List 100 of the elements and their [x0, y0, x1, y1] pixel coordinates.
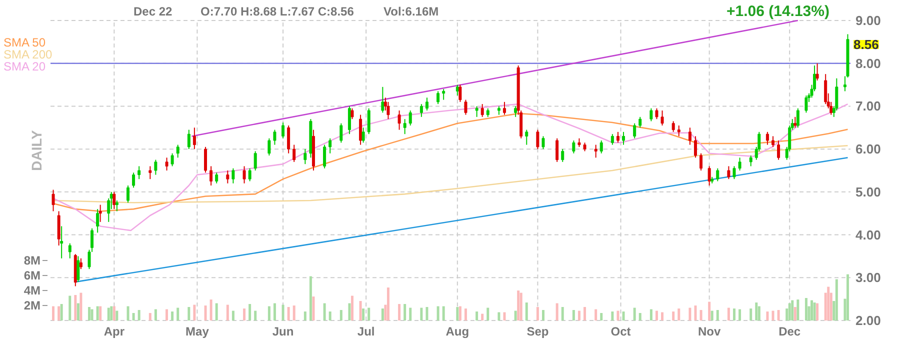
bar [556, 303, 558, 320]
bar [359, 301, 362, 320]
y-tick-label: 4.00 [856, 227, 881, 242]
candlestick [340, 122, 343, 144]
y-tick-label: 3.00 [856, 270, 881, 286]
candlestick [96, 208, 100, 234]
candlestick [367, 108, 370, 135]
candlestick [616, 131, 620, 144]
bar [708, 302, 711, 320]
y2-tick-label: 2M [24, 298, 41, 312]
bar [132, 313, 135, 320]
candlestick [386, 101, 390, 120]
line-series [52, 103, 848, 232]
bar [309, 276, 312, 320]
y-tick-label: 7.00 [856, 98, 881, 114]
y-tick-label: 6.00 [856, 142, 881, 157]
bar [99, 306, 102, 320]
bar [486, 308, 490, 320]
candlestick [536, 129, 540, 150]
candlestick [76, 256, 80, 282]
bar [655, 310, 658, 320]
bar [348, 303, 351, 320]
bar [732, 308, 736, 320]
bar [74, 295, 77, 320]
candlestick [660, 110, 664, 126]
bar [88, 307, 90, 320]
bar [328, 312, 332, 320]
bar [304, 312, 306, 320]
candlestick [594, 144, 598, 158]
bar [273, 303, 276, 320]
candlestick [502, 101, 506, 116]
bar [68, 296, 72, 320]
bar [248, 304, 252, 320]
bar [536, 307, 539, 320]
text: SMA 50 [4, 36, 46, 50]
bar [755, 302, 758, 320]
x-tick-label: Nov [698, 324, 721, 338]
text: 8.56 [854, 37, 879, 52]
candlestick [268, 138, 271, 156]
candlestick [480, 104, 484, 118]
candlestick [350, 108, 354, 120]
bar [287, 307, 290, 320]
candlestick [694, 136, 697, 158]
bar [193, 304, 196, 320]
candlestick [556, 138, 559, 162]
bar [804, 298, 808, 320]
bar [788, 303, 791, 320]
candlestick [115, 200, 118, 212]
candlestick [381, 86, 384, 114]
bar [442, 306, 445, 320]
candlestick [52, 189, 55, 212]
bar [738, 309, 742, 320]
candlestick [738, 157, 742, 171]
bar [476, 312, 478, 320]
candlestick [192, 127, 196, 150]
bar [633, 308, 636, 320]
candlestick [771, 136, 774, 148]
x-tick-label: Aug [446, 324, 470, 338]
bar [611, 312, 614, 320]
bar [381, 308, 384, 320]
candlestick [79, 258, 82, 270]
bar [777, 310, 780, 320]
bar [794, 307, 796, 320]
text: DAILY [28, 129, 44, 171]
candlestick [610, 134, 614, 146]
bar [835, 279, 838, 320]
bar [254, 310, 257, 320]
bar [210, 300, 212, 320]
bar [340, 310, 342, 320]
bar [525, 302, 528, 320]
candlestick [60, 226, 64, 259]
bar [420, 308, 423, 320]
candlestick [708, 166, 711, 186]
candlestick [176, 144, 180, 158]
bar [176, 308, 180, 320]
candlestick [600, 140, 603, 154]
candlestick [700, 152, 703, 171]
text: Dec 22 [134, 4, 173, 18]
bar [827, 286, 830, 320]
text: O:7.70 H:8.68 L:7.67 C:8.56 [200, 4, 354, 18]
bar [688, 308, 692, 320]
bar [436, 306, 440, 320]
candlestick [398, 110, 401, 130]
candlestick [154, 159, 158, 176]
candlestick [542, 136, 545, 150]
bar [650, 309, 652, 320]
candlestick [98, 204, 102, 222]
bar [350, 296, 354, 320]
bar [813, 302, 816, 320]
candlestick [561, 148, 564, 162]
candlestick [727, 166, 730, 180]
bar [727, 308, 730, 320]
candlestick [475, 106, 478, 118]
bar [323, 303, 326, 320]
bar [672, 312, 675, 320]
bar [542, 310, 544, 320]
bar [409, 308, 412, 320]
text: SMA 200 [4, 48, 53, 62]
candlestick [766, 131, 769, 146]
bar [584, 307, 586, 320]
